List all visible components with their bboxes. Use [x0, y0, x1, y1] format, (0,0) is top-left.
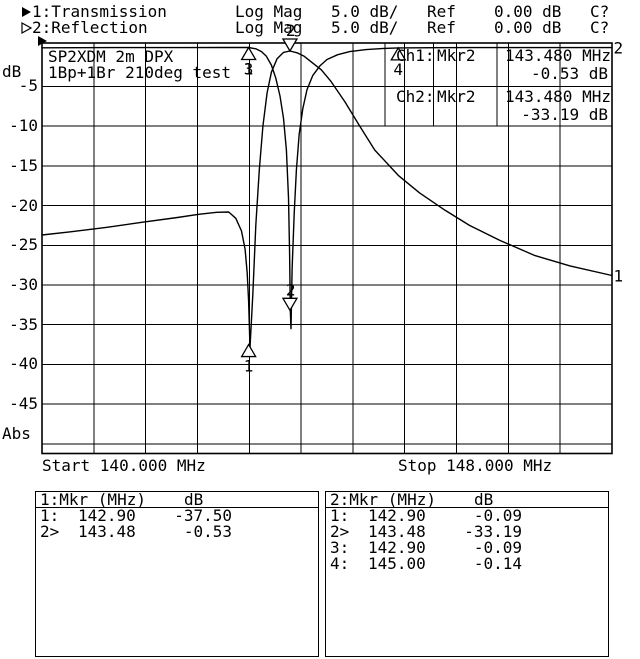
- table-row-freq: 145.00: [368, 554, 426, 573]
- x-axis-stop-label: Stop 148.000 MHz: [398, 456, 553, 475]
- channel2-name: 2:Reflection: [32, 18, 148, 37]
- marker-table-boxes: [34, 490, 610, 658]
- table-row-db: -33.19: [464, 522, 522, 541]
- trace-edge-label: 2: [614, 39, 624, 58]
- marker-number-label: 2: [286, 21, 296, 40]
- marker-triangle-icon: [240, 343, 257, 358]
- y-axis-bottom-label: Abs: [2, 424, 31, 443]
- marker-triangle-icon: [390, 46, 407, 61]
- readout-box-dividers: [384, 43, 498, 127]
- trace-edge-label: 1: [614, 267, 624, 286]
- plot-annotation-line2: 1Bp+1Br 210deg test: [48, 63, 232, 82]
- marker-number-label: 1: [244, 357, 254, 376]
- readout-ch2-channel: Ch2:: [396, 87, 435, 106]
- readout-ch2-value: -33.19 dB: [521, 105, 608, 124]
- table1-unit: dB: [184, 490, 204, 509]
- marker-number-label: 3: [244, 60, 254, 79]
- plot-border: [41, 42, 613, 455]
- y-tick: -35: [9, 315, 38, 334]
- channel1-name: 1:Transmission: [32, 2, 167, 21]
- graticule: [42, 43, 612, 454]
- x-axis-start-label: Start 140.000 MHz: [42, 456, 206, 475]
- table-row-freq: 142.90: [368, 506, 426, 525]
- table-row-index: 4:: [330, 554, 350, 573]
- marker-triangle-icon: [281, 297, 299, 312]
- y-tick: -20: [9, 196, 38, 215]
- channel1-scale: 5.0 dB/: [331, 2, 399, 21]
- channel2-scale: 5.0 dB/: [331, 18, 399, 37]
- marker-triangle-icon: [240, 46, 257, 61]
- active-channel-corner-icon: [38, 36, 47, 46]
- table-row-db: -0.14: [473, 554, 522, 573]
- table-row-index: 1:: [40, 506, 60, 525]
- y-tick: -25: [9, 235, 38, 254]
- y-tick: -45: [9, 394, 38, 413]
- table-row-freq: 142.90: [368, 538, 426, 557]
- readout-ch1-value: -0.53 dB: [530, 64, 608, 83]
- channel2-ref-label: Ref: [427, 18, 456, 37]
- table-row-freq: 143.48: [368, 522, 426, 541]
- readout-ch2-frequency: 143.480 MHz: [505, 87, 611, 106]
- marker-number-label: 2: [286, 280, 296, 299]
- table-row-index: 1:: [330, 506, 350, 525]
- y-tick: -10: [9, 116, 38, 135]
- y-axis-unit: dB: [2, 62, 22, 81]
- table2-title: 2:Mkr (MHz): [330, 490, 436, 509]
- table1-title: 1:Mkr (MHz): [40, 490, 146, 509]
- y-tick: -40: [9, 354, 38, 373]
- readout-ch1-channel: Ch1:: [396, 46, 435, 65]
- channel1-ref-label: Ref: [427, 2, 456, 21]
- plot-annotation-line1: SP2XDM 2m DPX: [48, 47, 174, 66]
- marker-triangle-icon: [281, 38, 299, 53]
- channel2-indicator-icon: [21, 21, 33, 35]
- table-row-index: 3:: [330, 538, 350, 557]
- trace-reflection: [41, 46, 613, 330]
- table-row-index: 2>: [40, 522, 60, 541]
- channel2-format: Log Mag: [235, 18, 303, 37]
- table-row-index: 2>: [330, 522, 350, 541]
- y-tick: -15: [9, 156, 38, 175]
- table-row-db: -0.09: [473, 506, 522, 525]
- y-tick: -30: [9, 275, 38, 294]
- table-row-db: -37.50: [174, 506, 232, 525]
- trace-layer: 12: [41, 39, 624, 349]
- table-row-db: -0.09: [473, 538, 522, 557]
- channel2-ref-value: 0.00 dB: [494, 18, 562, 37]
- channel1-cal-status: C?: [590, 2, 610, 21]
- y-tick: -5: [18, 76, 38, 95]
- channel1-ref-value: 0.00 dB: [494, 2, 562, 21]
- readout-ch1-marker: Mkr2: [437, 46, 476, 65]
- channel1-format: Log Mag: [235, 2, 303, 21]
- channel2-cal-status: C?: [590, 18, 610, 37]
- readout-ch2-marker: Mkr2: [437, 87, 476, 106]
- readout-ch1-frequency: 143.480 MHz: [505, 46, 611, 65]
- table2-unit: dB: [474, 490, 494, 509]
- marker-number-label: 1: [244, 60, 254, 79]
- channel1-indicator-icon: [22, 7, 31, 17]
- table-row-db: -0.53: [183, 522, 232, 541]
- table-row-freq: 143.48: [78, 522, 136, 541]
- table-row-freq: 142.90: [78, 506, 136, 525]
- trace-transmission: [41, 50, 613, 349]
- marker-number-label: 4: [393, 60, 403, 79]
